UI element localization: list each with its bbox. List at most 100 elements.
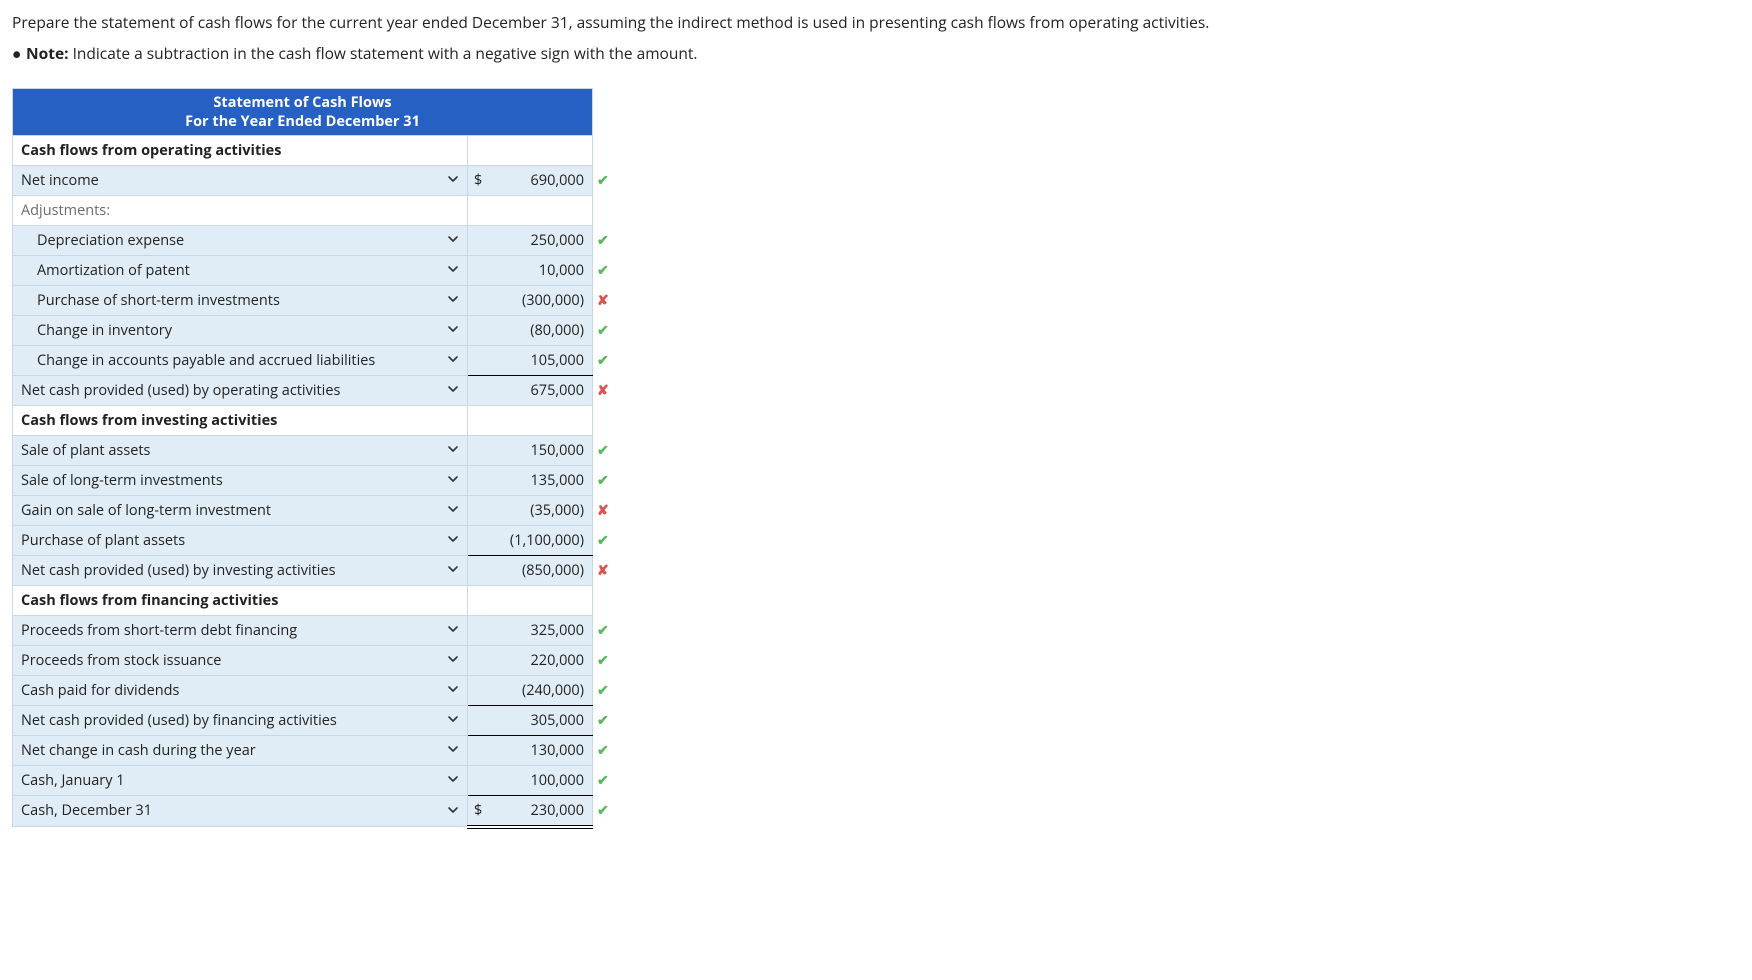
grade-mark: [593, 135, 617, 165]
line-item-select[interactable]: Purchase of plant assets: [13, 525, 468, 555]
line-item-label: Cash, January 1: [21, 771, 125, 790]
value-text: (80,000): [530, 321, 584, 340]
grade-mark: ✔: [593, 525, 617, 555]
line-item-label: Net income: [21, 171, 99, 190]
value-input[interactable]: (240,000): [468, 675, 593, 705]
table-row: Change in accounts payable and accrued l…: [13, 345, 617, 375]
line-item-select[interactable]: Net change in cash during the year: [13, 735, 468, 765]
x-icon: ✘: [597, 501, 609, 520]
line-item-select[interactable]: Cash paid for dividends: [13, 675, 468, 705]
table-row: Sale of long-term investments 135,000✔: [13, 465, 617, 495]
grade-mark: [593, 585, 617, 615]
check-icon: ✔: [597, 231, 609, 250]
check-icon: ✔: [597, 471, 609, 490]
value-input[interactable]: (80,000): [468, 315, 593, 345]
value-input[interactable]: 135,000: [468, 465, 593, 495]
value-input[interactable]: 150,000: [468, 435, 593, 465]
grade-mark: ✘: [593, 495, 617, 525]
check-icon: ✔: [597, 711, 609, 730]
line-item-select[interactable]: Net cash provided (used) by financing ac…: [13, 705, 468, 735]
value-text: 690,000: [531, 171, 585, 190]
value-input[interactable]: 675,000: [468, 375, 593, 405]
chevron-down-icon: [447, 561, 459, 579]
line-item-select[interactable]: Net income: [13, 165, 468, 195]
line-item-select[interactable]: Proceeds from short-term debt financing: [13, 615, 468, 645]
value-text: (850,000): [522, 561, 584, 580]
grade-mark: ✔: [593, 345, 617, 375]
line-item-select[interactable]: Change in accounts payable and accrued l…: [13, 345, 468, 375]
value-input[interactable]: 220,000: [468, 645, 593, 675]
grade-mark: ✘: [593, 285, 617, 315]
line-item-label: Proceeds from short-term debt financing: [21, 621, 297, 640]
chevron-down-icon: [447, 651, 459, 669]
section-label: Cash flows from financing activities: [13, 585, 468, 615]
line-item-select[interactable]: Depreciation expense: [13, 225, 468, 255]
value-text: 305,000: [531, 711, 585, 730]
value-text: 325,000: [531, 621, 585, 640]
line-item-select[interactable]: Gain on sale of long-term investment: [13, 495, 468, 525]
line-item-select[interactable]: Cash, January 1: [13, 765, 468, 795]
line-item-label: Cash flows from operating activities: [21, 141, 281, 160]
dollar-sign: $: [474, 171, 482, 190]
line-item-select[interactable]: Amortization of patent: [13, 255, 468, 285]
grade-mark: ✔: [593, 435, 617, 465]
chevron-down-icon: [447, 291, 459, 309]
value-text: 105,000: [531, 351, 585, 370]
value-text: 130,000: [531, 741, 585, 760]
line-item-label: Net change in cash during the year: [21, 741, 256, 760]
line-item-select[interactable]: Proceeds from stock issuance: [13, 645, 468, 675]
value-input[interactable]: 100,000: [468, 765, 593, 795]
value-text: 150,000: [531, 441, 585, 460]
line-item-select[interactable]: Change in inventory: [13, 315, 468, 345]
line-item-select[interactable]: Cash, December 31: [13, 795, 468, 827]
chevron-down-icon: [447, 261, 459, 279]
value-input[interactable]: (35,000): [468, 495, 593, 525]
line-item-label: Gain on sale of long-term investment: [21, 501, 271, 520]
value-input[interactable]: 105,000: [468, 345, 593, 375]
note-text: Indicate a subtraction in the cash flow …: [69, 42, 698, 64]
check-icon: ✔: [597, 261, 609, 280]
table-row: Net cash provided (used) by operating ac…: [13, 375, 617, 405]
grade-mark: ✔: [593, 615, 617, 645]
value-input[interactable]: (300,000): [468, 285, 593, 315]
grade-mark: [593, 195, 617, 225]
line-item-label: Cash flows from financing activities: [21, 591, 278, 610]
grade-mark: ✔: [593, 675, 617, 705]
section-label: Cash flows from operating activities: [13, 135, 468, 165]
value-input: [468, 195, 593, 225]
value-input[interactable]: 250,000: [468, 225, 593, 255]
chevron-down-icon: [447, 681, 459, 699]
value-input[interactable]: 305,000: [468, 705, 593, 735]
value-input[interactable]: (1,100,000): [468, 525, 593, 555]
line-item-select[interactable]: Sale of plant assets: [13, 435, 468, 465]
value-input[interactable]: 10,000: [468, 255, 593, 285]
line-item-select[interactable]: Net cash provided (used) by operating ac…: [13, 375, 468, 405]
line-item-label: Change in inventory: [37, 321, 172, 340]
value-input[interactable]: $690,000: [468, 165, 593, 195]
line-item-select[interactable]: Net cash provided (used) by investing ac…: [13, 555, 468, 585]
value-input[interactable]: 325,000: [468, 615, 593, 645]
chevron-down-icon: [447, 802, 459, 820]
chevron-down-icon: [447, 321, 459, 339]
value-input[interactable]: $230,000: [468, 795, 593, 827]
table-header: Statement of Cash Flows For the Year End…: [13, 88, 593, 135]
grade-mark: ✔: [593, 225, 617, 255]
check-icon: ✔: [597, 741, 609, 760]
check-icon: ✔: [597, 441, 609, 460]
line-item-select[interactable]: Sale of long-term investments: [13, 465, 468, 495]
line-item-label: Sale of long-term investments: [21, 471, 223, 490]
line-item-label: Sale of plant assets: [21, 441, 150, 460]
line-item-label: Purchase of plant assets: [21, 531, 185, 550]
chevron-down-icon: [447, 771, 459, 789]
check-icon: ✔: [597, 351, 609, 370]
chevron-down-icon: [447, 351, 459, 369]
grade-mark: ✔: [593, 705, 617, 735]
value-input[interactable]: (850,000): [468, 555, 593, 585]
check-icon: ✔: [597, 621, 609, 640]
value-input[interactable]: 130,000: [468, 735, 593, 765]
line-item-label: Cash paid for dividends: [21, 681, 179, 700]
table-row: Amortization of patent10,000✔: [13, 255, 617, 285]
line-item-select[interactable]: Purchase of short-term investments: [13, 285, 468, 315]
check-icon: ✔: [597, 771, 609, 790]
check-icon: ✔: [597, 321, 609, 340]
